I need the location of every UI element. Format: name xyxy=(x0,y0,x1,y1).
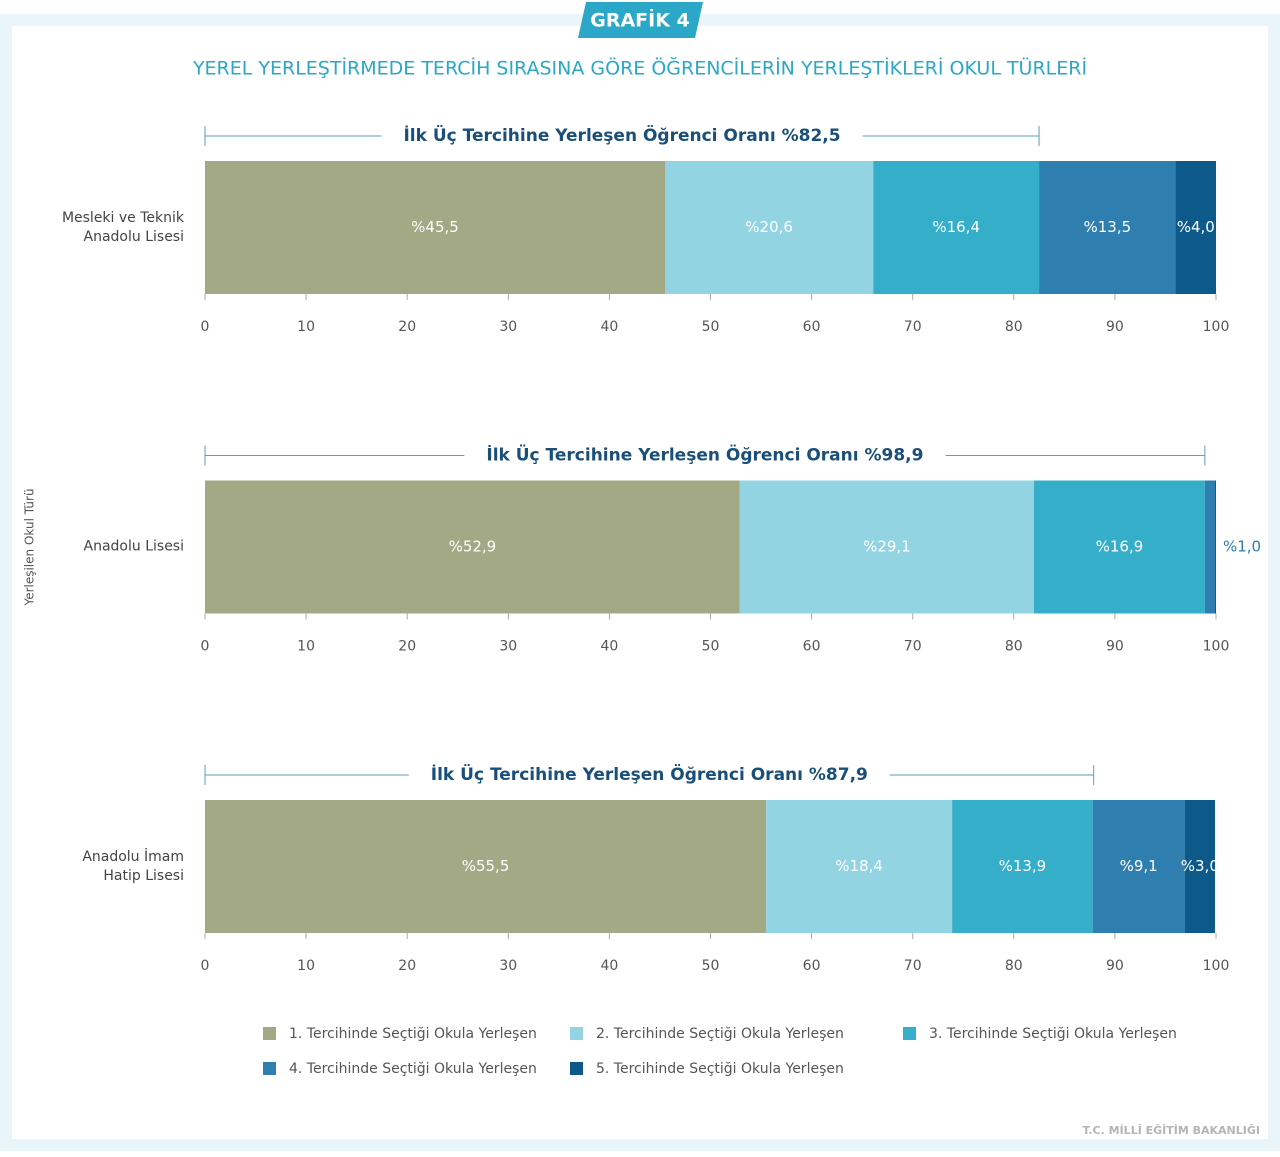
x-tick-label: 20 xyxy=(398,639,416,655)
x-tick-label: 90 xyxy=(1106,958,1124,974)
x-tick-label: 20 xyxy=(398,319,416,335)
x-tick-label: 100 xyxy=(1203,319,1230,335)
legend-swatch xyxy=(263,1027,276,1040)
value-label: %16,9 xyxy=(1096,538,1144,556)
x-tick-label: 70 xyxy=(904,319,922,335)
x-tick-label: 0 xyxy=(201,958,210,974)
legend-label: 2. Tercihinde Seçtiği Okula Yerleşen xyxy=(596,1026,844,1042)
value-label: %52,9 xyxy=(449,538,497,556)
badge-bg xyxy=(578,2,703,38)
bar-segment xyxy=(739,480,1035,614)
x-tick-label: 30 xyxy=(499,319,517,335)
value-label: %55,5 xyxy=(462,857,510,875)
value-label: %1,0 xyxy=(1223,538,1261,556)
x-tick-label: 20 xyxy=(398,958,416,974)
chart-title: YEREL YERLEŞTİRMEDE TERCİH SIRASINA GÖRE… xyxy=(192,56,1087,80)
legend-swatch xyxy=(903,1027,916,1040)
x-tick-label: 100 xyxy=(1203,958,1230,974)
x-tick-label: 70 xyxy=(904,958,922,974)
bar-segment xyxy=(1092,800,1185,933)
value-label: %45,5 xyxy=(411,218,459,236)
x-tick-label: 60 xyxy=(803,639,821,655)
bar-segment xyxy=(665,161,874,294)
x-tick-label: 40 xyxy=(600,958,618,974)
annotation-bg xyxy=(408,763,890,785)
bar-segment xyxy=(1214,480,1216,614)
legend-swatch xyxy=(570,1027,583,1040)
legend-swatch xyxy=(570,1062,583,1075)
x-tick-label: 10 xyxy=(297,319,315,335)
bar-segment xyxy=(205,480,740,614)
annotation-bg xyxy=(381,124,863,146)
value-label: %18,4 xyxy=(835,857,883,875)
x-tick-label: 10 xyxy=(297,958,315,974)
value-label: %29,1 xyxy=(863,538,911,556)
annotation: İlk Üç Tercihine Yerleşen Öğrenci Oranı … xyxy=(486,444,923,466)
bar-segment xyxy=(873,161,1040,294)
annotation: İlk Üç Tercihine Yerleşen Öğrenci Oranı … xyxy=(403,124,840,146)
x-tick-label: 50 xyxy=(702,639,720,655)
x-tick-label: 40 xyxy=(600,639,618,655)
value-label: %16,4 xyxy=(932,218,980,236)
x-tick-label: 90 xyxy=(1106,639,1124,655)
legend-label: 3. Tercihinde Seçtiği Okula Yerleşen xyxy=(929,1026,1177,1042)
x-tick-label: 60 xyxy=(803,319,821,335)
annotation: İlk Üç Tercihine Yerleşen Öğrenci Oranı … xyxy=(431,763,868,785)
value-label: %9,1 xyxy=(1120,857,1158,875)
x-tick-label: 80 xyxy=(1005,958,1023,974)
bar-segment xyxy=(205,800,767,933)
value-label: %4,0 xyxy=(1177,218,1215,236)
x-tick-label: 30 xyxy=(499,958,517,974)
category-label: Anadolu Lisesi xyxy=(83,538,184,555)
legend-label: 1. Tercihinde Seçtiği Okula Yerleşen xyxy=(289,1026,537,1042)
legend-swatch xyxy=(263,1062,276,1075)
x-tick-label: 80 xyxy=(1005,319,1023,335)
value-label: %20,6 xyxy=(745,218,793,236)
x-tick-label: 50 xyxy=(702,319,720,335)
x-tick-label: 60 xyxy=(803,958,821,974)
x-tick-label: 50 xyxy=(702,958,720,974)
x-tick-label: 10 xyxy=(297,639,315,655)
bar-segment xyxy=(1184,800,1215,933)
x-tick-label: 100 xyxy=(1203,639,1230,655)
bar-segment xyxy=(1034,480,1205,614)
category-label: Mesleki ve Teknik Anadolu Lisesi xyxy=(61,209,184,245)
badge: GRAFİK 4 xyxy=(590,8,690,32)
value-label: %13,9 xyxy=(999,857,1047,875)
footer: T.C. MİLLİ EĞİTİM BAKANLIĞI xyxy=(1083,1123,1260,1137)
value-label: %13,5 xyxy=(1083,218,1131,236)
bar-segment xyxy=(1175,161,1216,294)
bar-segment xyxy=(952,800,1093,933)
x-tick-label: 90 xyxy=(1106,319,1124,335)
value-label: %3,0 xyxy=(1181,857,1219,875)
legend-label: 4. Tercihinde Seçtiği Okula Yerleşen xyxy=(289,1061,537,1077)
x-tick-label: 0 xyxy=(201,319,210,335)
bar-segment xyxy=(766,800,953,933)
x-tick-label: 80 xyxy=(1005,639,1023,655)
legend-label: 5. Tercihinde Seçtiği Okula Yerleşen xyxy=(596,1061,844,1077)
category-label: Anadolu İmam Hatip Lisesi xyxy=(82,848,184,884)
x-tick-label: 70 xyxy=(904,639,922,655)
x-tick-label: 30 xyxy=(499,639,517,655)
bar-segment xyxy=(1204,480,1215,614)
annotation-bg xyxy=(464,443,946,466)
x-tick-label: 0 xyxy=(201,639,210,655)
x-tick-label: 40 xyxy=(600,319,618,335)
y-axis-label: Yerleşilen Okul Türü xyxy=(23,488,37,606)
bar-segment xyxy=(1039,161,1176,294)
bar-segment xyxy=(205,161,666,294)
